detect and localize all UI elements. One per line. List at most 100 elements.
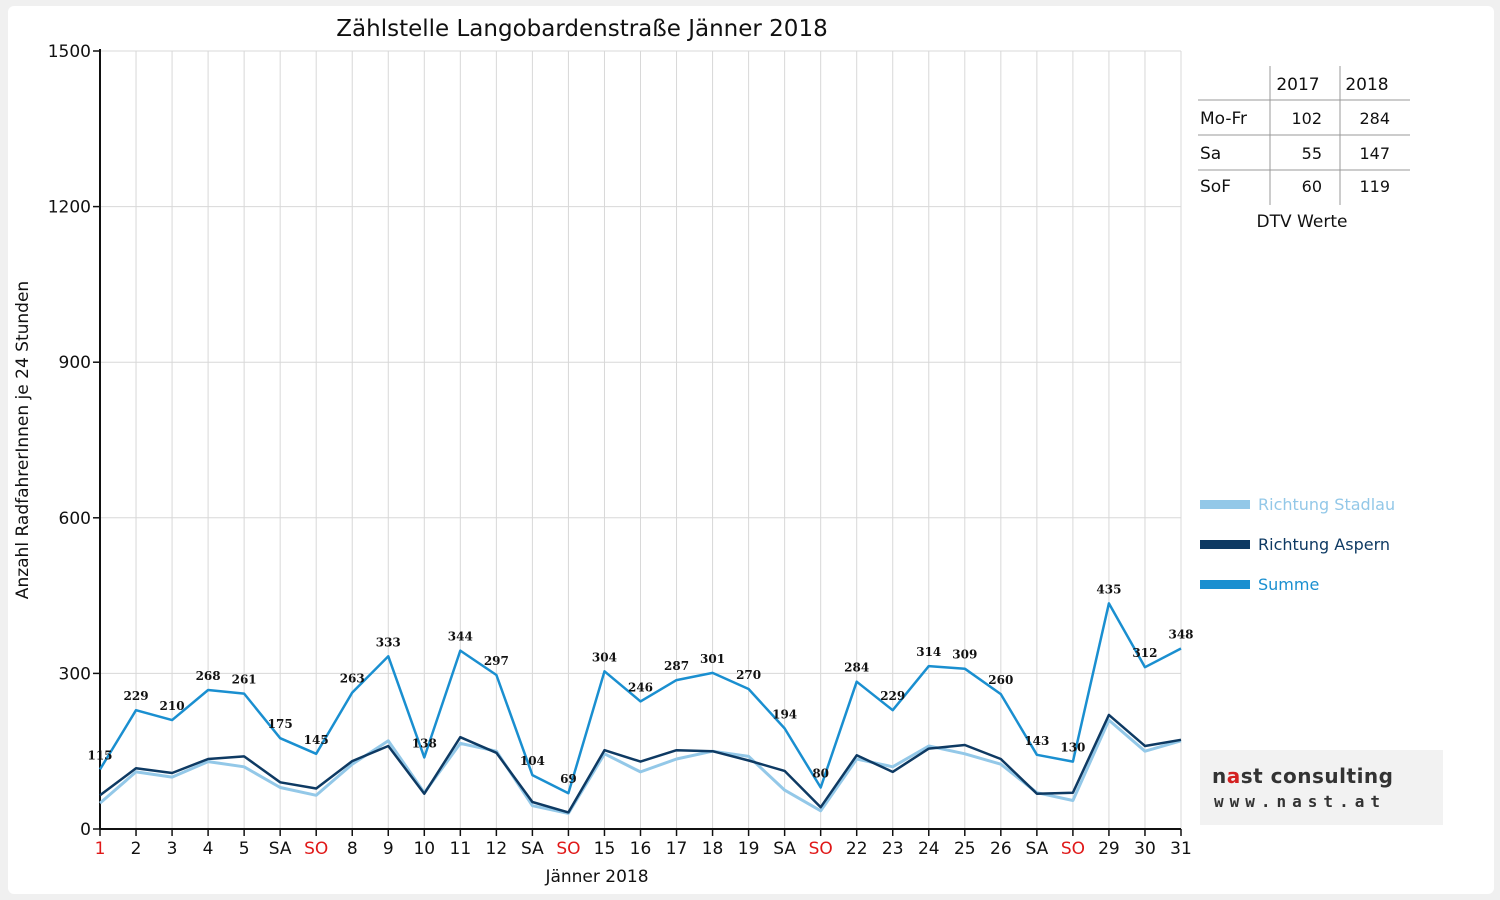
data-label: 130 xyxy=(1060,741,1085,755)
dtv-cell: 55 xyxy=(1302,144,1322,163)
dtv-row-label: Sa xyxy=(1200,144,1221,164)
x-tick-label: SA xyxy=(521,839,544,859)
data-label: 115 xyxy=(87,748,112,762)
series-line-stadlau xyxy=(99,718,1182,815)
data-label: 104 xyxy=(520,754,545,768)
dtv-row-label: Mo-Fr xyxy=(1200,109,1247,129)
x-tick-label: 18 xyxy=(702,839,724,859)
data-label: 175 xyxy=(268,717,293,731)
x-tick-label: 2 xyxy=(131,839,142,859)
y-tick-label: 0 xyxy=(80,820,91,840)
data-label: 138 xyxy=(412,736,437,750)
grid-lines xyxy=(99,50,1182,830)
legend-swatch-summe xyxy=(1200,580,1250,589)
data-label: 312 xyxy=(1132,646,1157,660)
data-label: 261 xyxy=(232,673,257,687)
x-tick-label: 11 xyxy=(450,839,472,859)
data-label: 145 xyxy=(304,733,329,747)
data-label: 268 xyxy=(196,669,221,683)
x-tick-labels: 1 2 3 4 5 SA SO 8 9 10 11 12 SA SO 15 16 17 18 19 SA SO 22 23 2… xyxy=(95,839,1192,859)
x-tick-label: 4 xyxy=(203,839,214,859)
x-tick-label: 8 xyxy=(347,839,358,859)
chart-panel xyxy=(8,6,1494,894)
data-label: 194 xyxy=(772,707,797,721)
data-label: 309 xyxy=(952,648,977,662)
dtv-cell: 60 xyxy=(1302,177,1322,196)
x-tick-label: SO xyxy=(1061,839,1085,859)
series-line-aspern xyxy=(99,713,1182,814)
x-tick-label: 26 xyxy=(990,839,1012,859)
y-axis-label: Anzahl RadfahrerInnen je 24 Stunden xyxy=(13,281,33,599)
data-label: 263 xyxy=(340,672,365,686)
data-label: 69 xyxy=(560,772,577,786)
dtv-caption: DTV Werte xyxy=(1257,212,1348,232)
data-label: 287 xyxy=(664,659,689,673)
data-label: 143 xyxy=(1024,734,1049,748)
dtv-table: 2017 2018 Mo-Fr 102 284 Sa 55 147 SoF 60… xyxy=(1198,66,1410,232)
x-tick-label: 25 xyxy=(954,839,976,859)
x-tick-label: 10 xyxy=(413,839,435,859)
x-tick-label: SA xyxy=(773,839,796,859)
x-tick-label: 5 xyxy=(239,839,250,859)
series-line-summe xyxy=(98,602,1182,795)
x-tick-label: SO xyxy=(809,839,833,859)
x-tick-label: 12 xyxy=(486,839,508,859)
x-tick-label: 9 xyxy=(383,839,394,859)
x-tick-label: 16 xyxy=(630,839,652,859)
dtv-cell: 102 xyxy=(1291,109,1322,128)
y-tick-label: 900 xyxy=(59,353,91,373)
x-tick-label: 1 xyxy=(95,839,106,859)
y-tick-labels: 0 300 600 900 1200 1500 xyxy=(48,42,91,840)
legend-swatch-stadlau xyxy=(1200,500,1250,509)
x-tick-label: 22 xyxy=(846,839,868,859)
dtv-cell: 119 xyxy=(1359,177,1390,196)
legend-label-summe: Summe xyxy=(1258,575,1319,594)
dtv-year-2017: 2017 xyxy=(1276,75,1319,95)
data-label: 284 xyxy=(844,661,869,675)
x-tick-label: 29 xyxy=(1098,839,1120,859)
data-label: 80 xyxy=(812,767,829,781)
data-label: 246 xyxy=(628,680,653,694)
data-label: 304 xyxy=(592,650,617,664)
data-label: 314 xyxy=(916,645,941,659)
dtv-cell: 147 xyxy=(1359,144,1390,163)
data-label: 229 xyxy=(124,689,149,703)
y-tick-label: 300 xyxy=(59,664,91,684)
company-logo: nast consulting www.nast.at xyxy=(1200,750,1443,825)
legend-label-aspern: Richtung Aspern xyxy=(1258,535,1390,554)
series-lines xyxy=(98,602,1182,815)
logo-url: www.nast.at xyxy=(1214,792,1386,811)
dtv-cell: 284 xyxy=(1359,109,1390,128)
dtv-year-2018: 2018 xyxy=(1345,75,1388,95)
x-tick-label: SA xyxy=(269,839,292,859)
x-tick-label: 23 xyxy=(882,839,904,859)
legend-label-stadlau: Richtung Stadlau xyxy=(1258,495,1395,514)
dtv-row-label: SoF xyxy=(1200,177,1231,197)
data-label: 297 xyxy=(484,654,509,668)
data-label: 435 xyxy=(1096,582,1121,596)
x-tick-label: 17 xyxy=(666,839,688,859)
x-tick-label: SO xyxy=(556,839,580,859)
data-labels: 115 229 210 268 261 175 145 263 333 138 344 297 104 6… xyxy=(87,582,1193,786)
x-tick-label: 31 xyxy=(1170,839,1192,859)
logo-wordmark: nast consulting xyxy=(1212,764,1394,788)
x-tick-label: 15 xyxy=(594,839,616,859)
axes xyxy=(93,49,1182,836)
y-tick-label: 1200 xyxy=(48,198,91,218)
x-tick-label: 19 xyxy=(738,839,760,859)
data-label: 333 xyxy=(376,635,401,649)
x-tick-label: SA xyxy=(1025,839,1048,859)
chart-title: Zählstelle Langobardenstraße Jänner 2018 xyxy=(336,16,827,42)
data-label: 229 xyxy=(880,689,905,703)
data-label: 210 xyxy=(160,699,185,713)
x-tick-label: SO xyxy=(304,839,328,859)
data-label: 344 xyxy=(448,630,473,644)
x-tick-label: 3 xyxy=(167,839,178,859)
x-tick-label: 24 xyxy=(918,839,940,859)
data-label: 301 xyxy=(700,652,725,666)
data-label: 348 xyxy=(1168,628,1193,642)
x-tick-label: 30 xyxy=(1134,839,1156,859)
x-axis-label: Jänner 2018 xyxy=(544,867,648,887)
data-label: 270 xyxy=(736,668,761,682)
